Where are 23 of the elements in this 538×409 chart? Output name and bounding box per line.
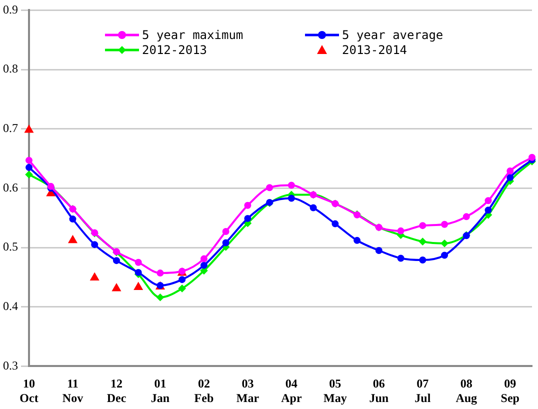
x-tick-label: 06 Jun <box>369 376 389 405</box>
legend-label: 2012-2013 <box>142 43 208 57</box>
y-tick-label: 0.8 <box>3 62 18 76</box>
y-tick-label: 0.6 <box>3 180 18 194</box>
legend-label: 5 year average <box>342 28 444 42</box>
y-tick-label: 0.7 <box>3 121 18 136</box>
x-tick-label: 05 May <box>324 376 347 405</box>
x-tick-label: 11 Nov <box>62 376 84 405</box>
y-tick-label: 0.3 <box>3 358 18 372</box>
x-tick-label: 07 Jul <box>414 376 432 405</box>
x-tick-label: 02 Feb <box>194 376 214 405</box>
y-tick-label: 0.4 <box>3 299 18 314</box>
x-tick-label: 04 Apr <box>281 376 302 405</box>
legend-label: 5 year maximum <box>142 28 244 42</box>
y-tick-label: 0.9 <box>3 2 18 16</box>
x-tick-label: 01 Jan <box>150 376 170 405</box>
y-tick-label: 0.5 <box>3 240 18 254</box>
x-tick-label: 03 Mar <box>236 376 260 405</box>
x-tick-label: 08 Aug <box>456 376 478 405</box>
x-tick-label: 12 Dec <box>106 376 127 405</box>
x-tick-label: 10 Oct <box>20 376 38 405</box>
legend-label: 2013-2014 <box>342 43 408 57</box>
x-tick-label: 09 Sep <box>500 376 520 405</box>
